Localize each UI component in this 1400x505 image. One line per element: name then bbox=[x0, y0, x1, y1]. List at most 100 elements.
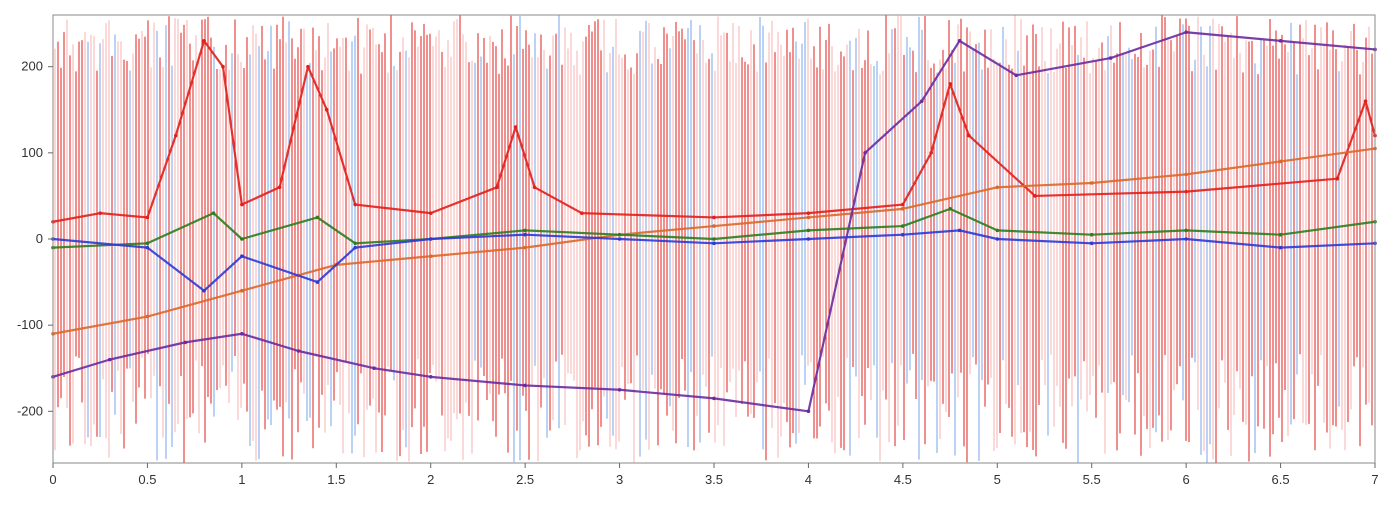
plot-area bbox=[51, 30, 1377, 414]
series-point-blue bbox=[806, 237, 811, 241]
series-point-red bbox=[240, 202, 244, 207]
series-point-purple bbox=[712, 396, 716, 401]
series-point-purple bbox=[1184, 30, 1188, 35]
series-point-purple bbox=[957, 39, 962, 43]
x-tick-label: 7 bbox=[1371, 472, 1378, 487]
x-tick-label: 5 bbox=[994, 472, 1001, 487]
series-point-blue bbox=[1089, 241, 1094, 246]
series-point-red bbox=[1335, 176, 1340, 181]
series-point-blue bbox=[957, 228, 962, 233]
series-point-purple bbox=[523, 383, 527, 388]
series-point-purple bbox=[863, 151, 867, 155]
trace-background bbox=[54, 15, 1373, 463]
series-point-red bbox=[929, 151, 933, 155]
series-point-orange bbox=[145, 314, 150, 319]
series-point-blue bbox=[428, 237, 433, 241]
series-point-green bbox=[353, 241, 357, 246]
x-tick-label: 4 bbox=[805, 472, 812, 487]
series-point-green bbox=[1278, 232, 1283, 237]
series-point-green bbox=[1184, 228, 1188, 233]
series-point-red bbox=[495, 185, 499, 190]
series-point-purple bbox=[919, 99, 924, 103]
series-point-green bbox=[948, 207, 952, 211]
series-point-orange bbox=[1089, 181, 1094, 185]
series-line-green bbox=[52, 207, 1376, 249]
series-point-purple bbox=[1278, 39, 1283, 43]
series-point-orange bbox=[1184, 172, 1188, 177]
series-point-red bbox=[532, 185, 537, 190]
series-point-blue bbox=[353, 245, 357, 250]
y-tick-label: -200 bbox=[17, 403, 43, 418]
x-tick-label: 6 bbox=[1183, 472, 1190, 487]
series-point-red bbox=[221, 64, 225, 69]
series-point-orange bbox=[428, 254, 433, 259]
y-tick-label: -100 bbox=[17, 317, 43, 332]
series-point-orange bbox=[712, 224, 716, 228]
x-tick-label: 3.5 bbox=[705, 472, 723, 487]
series-point-orange bbox=[806, 215, 811, 220]
series-point-purple bbox=[1014, 73, 1018, 78]
x-tick-label: 2.5 bbox=[516, 472, 534, 487]
series-point-blue bbox=[901, 232, 905, 237]
y-axis-ticks: -200 -100 0 100 200 bbox=[17, 59, 53, 418]
series-point-red bbox=[948, 82, 952, 86]
series-point-red bbox=[1033, 194, 1037, 198]
series-point-purple bbox=[183, 340, 187, 345]
series-point-green bbox=[1089, 232, 1094, 237]
series-point-red bbox=[202, 39, 206, 43]
series-point-green bbox=[995, 228, 1000, 233]
series-point-blue bbox=[617, 237, 622, 241]
series-point-red bbox=[1184, 189, 1188, 194]
series-point-red bbox=[277, 185, 282, 190]
series-point-blue bbox=[995, 237, 1000, 241]
y-tick-label: 200 bbox=[21, 59, 43, 74]
x-tick-label: 0.5 bbox=[138, 472, 156, 487]
series-point-red bbox=[325, 107, 329, 112]
series-point-red bbox=[428, 211, 433, 215]
series-point-green bbox=[523, 228, 527, 233]
series-point-red bbox=[353, 202, 357, 207]
x-tick-label: 1 bbox=[238, 472, 245, 487]
series-point-green bbox=[901, 224, 905, 228]
series-point-orange bbox=[523, 245, 527, 250]
series-point-purple bbox=[296, 349, 301, 353]
series-point-blue bbox=[1278, 245, 1283, 250]
series-point-orange bbox=[1278, 159, 1283, 164]
series-point-red bbox=[1363, 99, 1368, 103]
series-point-orange bbox=[901, 207, 905, 211]
series-point-red bbox=[806, 211, 811, 215]
series-point-blue bbox=[523, 232, 527, 237]
series-point-purple bbox=[1108, 56, 1113, 60]
x-tick-label: 0 bbox=[49, 472, 56, 487]
x-tick-label: 6.5 bbox=[1272, 472, 1290, 487]
series-point-purple bbox=[107, 357, 112, 362]
series-point-red bbox=[712, 215, 716, 220]
series-point-green bbox=[806, 228, 811, 233]
x-tick-label: 4.5 bbox=[894, 472, 912, 487]
y-tick-label: 100 bbox=[21, 145, 43, 160]
series-point-red bbox=[173, 133, 178, 138]
series-point-purple bbox=[372, 366, 376, 371]
series-point-blue bbox=[202, 288, 206, 293]
series-point-green bbox=[617, 232, 622, 237]
x-tick-label: 3 bbox=[616, 472, 623, 487]
series-point-green bbox=[240, 237, 244, 241]
series-point-blue bbox=[315, 280, 320, 284]
series-point-red bbox=[306, 64, 310, 69]
series-point-purple bbox=[806, 409, 811, 414]
series-point-green bbox=[315, 215, 320, 220]
series-point-purple bbox=[428, 375, 433, 379]
series-point-orange bbox=[240, 288, 244, 293]
series-point-red bbox=[145, 215, 150, 220]
series-point-orange bbox=[995, 185, 1000, 190]
series-point-green bbox=[211, 211, 216, 215]
series-point-blue bbox=[145, 245, 150, 250]
x-tick-label: 5.5 bbox=[1083, 472, 1101, 487]
series-point-blue bbox=[712, 241, 716, 246]
x-tick-label: 1.5 bbox=[327, 472, 345, 487]
series-point-green bbox=[712, 237, 716, 241]
series-point-blue bbox=[240, 254, 244, 259]
series-point-purple bbox=[617, 387, 622, 392]
